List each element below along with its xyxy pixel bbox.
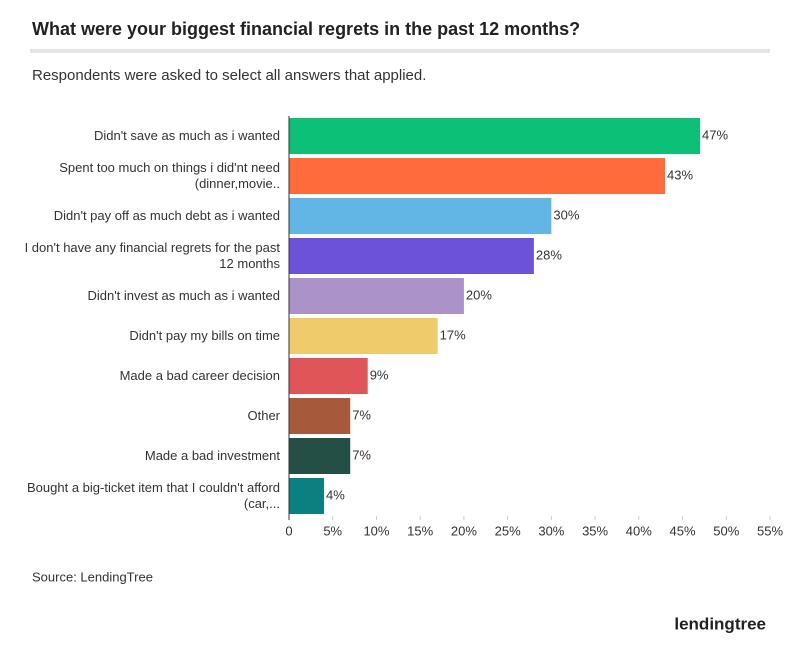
x-tick-label: 20% bbox=[451, 523, 477, 538]
category-label: Didn't pay my bills on time bbox=[129, 328, 280, 343]
value-label: 30% bbox=[553, 207, 579, 222]
category-label: Didn't invest as much as i wanted bbox=[87, 288, 280, 303]
bar bbox=[289, 478, 324, 514]
category-label: Made a bad investment bbox=[144, 448, 280, 463]
bar bbox=[289, 438, 351, 474]
value-label: 4% bbox=[326, 487, 345, 502]
x-tick-label: 55% bbox=[757, 523, 783, 538]
x-tick-label: 15% bbox=[407, 523, 433, 538]
bar bbox=[289, 118, 701, 154]
bar bbox=[289, 198, 552, 234]
value-label: 28% bbox=[536, 247, 562, 262]
title-rule bbox=[30, 49, 770, 53]
category-label: I don't have any financial regrets for t… bbox=[24, 240, 280, 271]
category-label: Bought a big-ticket item that I couldn't… bbox=[27, 480, 280, 511]
bar bbox=[289, 318, 438, 354]
chart-subtitle: Respondents were asked to select all ans… bbox=[32, 67, 426, 84]
x-tick-label: 45% bbox=[670, 523, 696, 538]
source: Source: LendingTree bbox=[32, 569, 153, 584]
bar bbox=[289, 238, 534, 274]
value-label: 20% bbox=[466, 287, 492, 302]
value-label: 17% bbox=[440, 327, 466, 342]
chart-title: What were your biggest financial regrets… bbox=[32, 19, 580, 39]
bar bbox=[289, 398, 351, 434]
value-label: 7% bbox=[352, 447, 371, 462]
x-tick-label: 40% bbox=[626, 523, 652, 538]
bar bbox=[289, 158, 666, 194]
x-tick-label: 50% bbox=[713, 523, 739, 538]
category-label: Didn't save as much as i wanted bbox=[93, 128, 280, 143]
value-label: 47% bbox=[702, 127, 728, 142]
value-label: 7% bbox=[352, 407, 371, 422]
value-label: 9% bbox=[370, 367, 389, 382]
category-label: Didn't pay off as much debt as i wanted bbox=[53, 208, 280, 223]
x-tick-label: 30% bbox=[538, 523, 564, 538]
x-tick-label: 10% bbox=[363, 523, 389, 538]
x-tick-label: 35% bbox=[582, 523, 608, 538]
x-tick-label: 5% bbox=[323, 523, 342, 538]
category-label: Made a bad career decision bbox=[119, 368, 280, 383]
logo: lendingtree bbox=[674, 614, 766, 633]
category-label: Spent too much on things i did'nt need (… bbox=[59, 160, 280, 191]
category-label: Other bbox=[247, 408, 280, 423]
x-tick-label: 0 bbox=[285, 523, 292, 538]
value-label: 43% bbox=[667, 167, 693, 182]
bar bbox=[289, 358, 368, 394]
bar bbox=[289, 278, 464, 314]
x-tick-label: 25% bbox=[495, 523, 521, 538]
